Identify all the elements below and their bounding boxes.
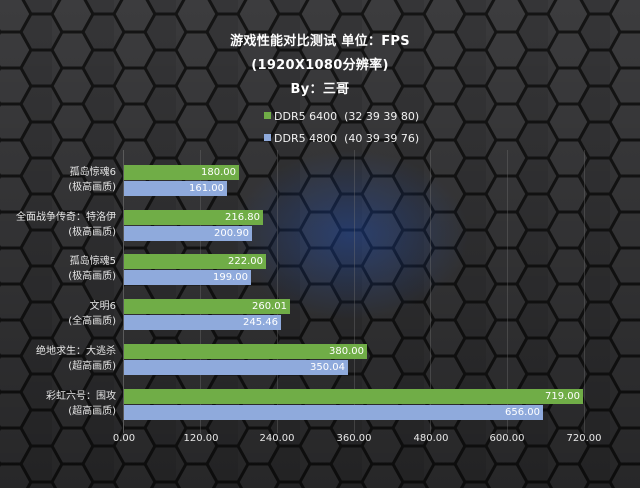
- chart-title: 游戏性能对比测试 单位：FPS: [230, 34, 410, 49]
- category-label: 孤岛惊魂6 (极高画质): [0, 165, 116, 195]
- category-name: 彩虹六号：围攻: [46, 391, 116, 402]
- bar-value: 245.46: [243, 317, 278, 328]
- category-label: 彩虹六号：围攻 (超高画质): [0, 389, 116, 419]
- blue-glow-decoration: [230, 150, 470, 320]
- gridline: [507, 150, 508, 433]
- gridline: [584, 150, 585, 433]
- bar-ddr5-6400: 719.00: [124, 389, 583, 404]
- x-tick: 240.00: [259, 433, 295, 444]
- bar-value: 180.00: [201, 167, 236, 178]
- bar-ddr5-6400: 216.80: [124, 210, 263, 225]
- bar-ddr5-6400: 222.00: [124, 254, 266, 269]
- bar-value: 216.80: [225, 212, 260, 223]
- bar-value: 199.00: [213, 272, 248, 283]
- bar-ddr5-6400: 380.00: [124, 344, 367, 359]
- category-quality: (超高画质): [68, 406, 116, 417]
- bar-ddr5-4800: 199.00: [124, 270, 251, 285]
- x-tick: 360.00: [336, 433, 372, 444]
- category-quality: (全高画质): [68, 316, 116, 327]
- category-quality: (极高画质): [68, 227, 116, 238]
- category-name: 文明6: [89, 301, 116, 312]
- bar-value: 260.01: [252, 301, 287, 312]
- x-tick: 600.00: [489, 433, 525, 444]
- x-tick: 720.00: [566, 433, 602, 444]
- category-quality: (超高画质): [68, 361, 116, 372]
- bar-ddr5-4800: 161.00: [124, 181, 227, 196]
- bar-value: 656.00: [505, 407, 540, 418]
- category-quality: (极高画质): [68, 271, 116, 282]
- bar-value: 161.00: [189, 183, 224, 194]
- legend-item-ddr5-4800: DDR5 4800 (40 39 39 76): [257, 119, 419, 145]
- category-quality: (极高画质): [68, 182, 116, 193]
- bar-value: 222.00: [228, 256, 263, 267]
- category-label: 孤岛惊魂5 (极高画质): [0, 254, 116, 284]
- bar-value: 350.04: [310, 362, 345, 373]
- legend-label: DDR5 6400 (32 39 39 80): [274, 110, 420, 123]
- gridline: [354, 150, 355, 433]
- x-tick: 0.00: [112, 433, 136, 444]
- legend-swatch-blue: [264, 134, 271, 141]
- gridline: [430, 150, 431, 433]
- bar-ddr5-6400: 180.00: [124, 165, 239, 180]
- chart-author: By：三哥: [290, 82, 350, 97]
- category-label: 文明6 (全高画质): [0, 299, 116, 329]
- category-name: 孤岛惊魂5: [69, 256, 116, 267]
- legend-swatch-green: [264, 112, 271, 119]
- category-name: 绝地求生：大逃杀: [36, 346, 116, 357]
- bar-ddr5-4800: 656.00: [124, 405, 543, 420]
- y-axis-line: [123, 150, 124, 433]
- bar-value: 200.90: [214, 228, 249, 239]
- bar-ddr5-4800: 200.90: [124, 226, 252, 241]
- bar-value: 719.00: [545, 391, 580, 402]
- gridline: [200, 150, 201, 433]
- bar-ddr5-4800: 350.04: [124, 360, 348, 375]
- bar-value: 380.00: [329, 346, 364, 357]
- category-label: 绝地求生：大逃杀 (超高画质): [0, 344, 116, 374]
- gridline: [277, 150, 278, 433]
- chart-subtitle: (1920X1080分辨率): [251, 58, 389, 73]
- legend-label: DDR5 4800 (40 39 39 76): [274, 132, 420, 145]
- category-name: 全面战争传奇：特洛伊: [16, 212, 116, 223]
- legend-item-ddr5-6400: DDR5 6400 (32 39 39 80): [257, 97, 419, 123]
- category-label: 全面战争传奇：特洛伊 (极高画质): [0, 210, 116, 240]
- category-name: 孤岛惊魂6: [69, 167, 116, 178]
- bar-ddr5-4800: 245.46: [124, 315, 281, 330]
- bar-ddr5-6400: 260.01: [124, 299, 290, 314]
- x-tick: 120.00: [183, 433, 219, 444]
- x-tick: 480.00: [413, 433, 449, 444]
